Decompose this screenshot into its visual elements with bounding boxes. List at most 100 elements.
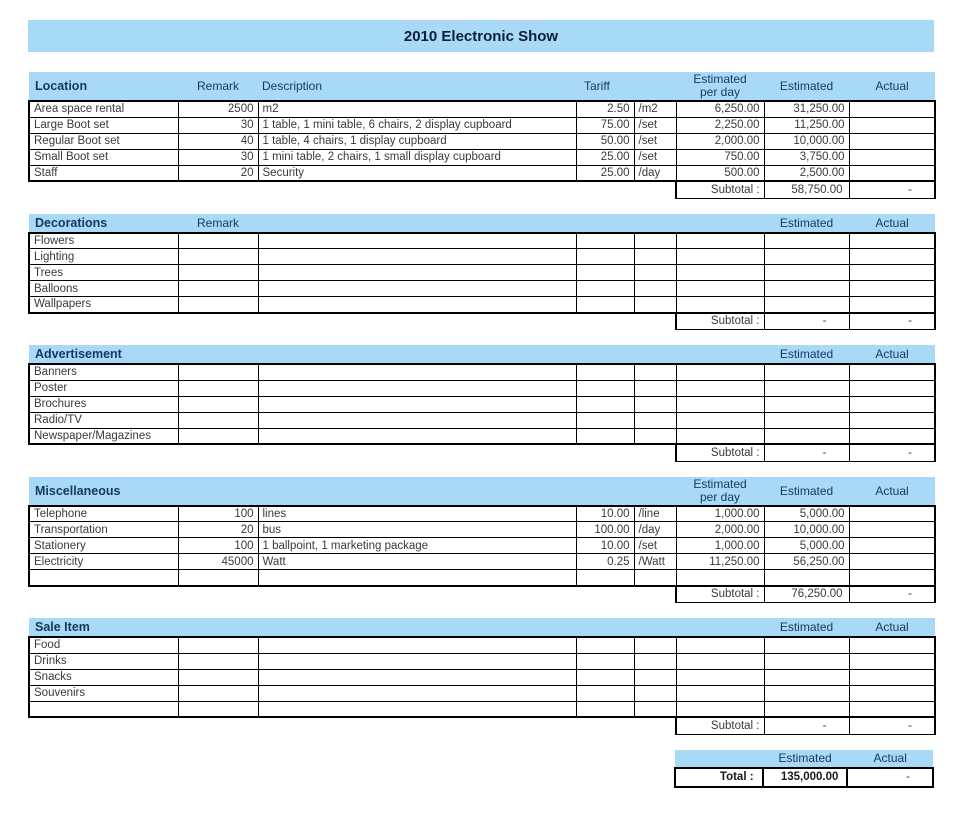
subtotal-actual-value: - xyxy=(848,585,936,603)
table-cell xyxy=(763,652,850,670)
section-sale-item: Sale Item Estimated Actual Food Drinks Snacks… xyxy=(28,618,936,735)
table-cell xyxy=(633,232,677,249)
table-cell xyxy=(575,264,635,281)
table-cell xyxy=(763,363,850,381)
table-cell: 2,000.00 xyxy=(675,521,765,538)
table-cell xyxy=(675,232,765,249)
table-cell: Lighting xyxy=(28,248,179,265)
subtotal-spacer xyxy=(29,586,676,603)
table-cell xyxy=(177,427,259,445)
table-row: Small Boot set 30 1 mini table, 2 chairs, … xyxy=(28,148,936,166)
table-cell: Electricity xyxy=(28,553,179,570)
table-cell xyxy=(763,700,850,718)
section-title: Advertisement xyxy=(29,345,178,365)
table-cell xyxy=(675,668,765,686)
section-title: Decorations xyxy=(29,213,178,234)
table-cell xyxy=(177,363,259,381)
column-header-tariff xyxy=(576,213,676,234)
table-cell xyxy=(763,569,850,586)
table-cell xyxy=(675,411,765,429)
subtotal-actual-value: - xyxy=(848,312,936,330)
table-cell xyxy=(633,652,677,670)
table-cell xyxy=(848,636,936,654)
table-cell: /Watt xyxy=(633,553,677,570)
total-actual-header: Actual xyxy=(847,749,933,768)
table-cell xyxy=(763,427,850,445)
table-cell xyxy=(633,395,677,413)
table-cell xyxy=(257,248,577,265)
subtotal-row: Subtotal :-- xyxy=(29,716,936,735)
table-cell xyxy=(28,700,179,718)
table-cell: /day xyxy=(633,521,677,538)
section-header-band: Decorations Remark Estimated Actual xyxy=(29,213,935,234)
table-cell xyxy=(257,363,577,381)
column-header-estimated-per-day: Estimated per day xyxy=(676,476,764,507)
subtotal-row: Subtotal :-- xyxy=(29,312,936,330)
table-cell: 20 xyxy=(177,164,259,182)
table-cell xyxy=(848,132,936,150)
table-row: Balloons xyxy=(28,280,936,297)
table-cell xyxy=(633,264,677,281)
section-header-band: Sale Item Estimated Actual xyxy=(29,618,935,638)
table-cell: Telephone xyxy=(28,505,179,522)
table-cell xyxy=(257,395,577,413)
table-cell xyxy=(633,411,677,429)
table-cell: 2,000.00 xyxy=(675,132,765,150)
table-cell xyxy=(257,264,577,281)
table-cell: 100 xyxy=(177,537,259,554)
table-cell: bus xyxy=(257,521,577,538)
table-cell xyxy=(575,569,635,586)
table-cell: 30 xyxy=(177,148,259,166)
table-cell xyxy=(575,395,635,413)
column-header-estimated: Estimated xyxy=(764,476,849,507)
column-header-tariff xyxy=(576,618,676,638)
table-cell: Trees xyxy=(28,264,179,281)
table-cell xyxy=(763,280,850,297)
table-cell xyxy=(633,248,677,265)
table-cell xyxy=(848,280,936,297)
subtotal-spacer xyxy=(29,181,676,198)
table-cell xyxy=(848,652,936,670)
section-title: Sale Item xyxy=(29,618,178,638)
table-cell xyxy=(763,636,850,654)
table-row: Radio/TV xyxy=(28,411,936,429)
table-cell: Security xyxy=(257,164,577,182)
table-cell xyxy=(575,296,635,313)
table-row: Snacks xyxy=(28,668,936,686)
table-cell: 2.50 xyxy=(575,100,635,118)
table-cell xyxy=(848,248,936,265)
table-row: Electricity 45000 Watt 0.25/Watt 11,250.00 56… xyxy=(28,553,936,570)
table-cell xyxy=(763,232,850,249)
column-header-actual: Actual xyxy=(849,345,935,365)
subtotal-row: Subtotal :76,250.00- xyxy=(29,585,936,603)
table-cell xyxy=(177,379,259,397)
table-cell: 1,000.00 xyxy=(675,537,765,554)
table-cell xyxy=(177,280,259,297)
table-cell: 1 mini table, 2 chairs, 1 small display … xyxy=(257,148,577,166)
table-cell xyxy=(633,569,677,586)
subtotal-actual-value: - xyxy=(848,443,936,462)
table-cell xyxy=(763,411,850,429)
table-cell: 30 xyxy=(177,116,259,134)
table-cell xyxy=(257,232,577,249)
section-header-band: Miscellaneous Estimated per day Estimated A… xyxy=(29,476,935,507)
table-cell xyxy=(675,684,765,702)
total-estimated-header: Estimated xyxy=(762,749,848,768)
table-cell: /m2 xyxy=(633,100,677,118)
section-miscellaneous: Miscellaneous Estimated per day Estimated A… xyxy=(28,476,936,603)
table-cell: Newspaper/Magazines xyxy=(28,427,179,445)
subtotal-estimated-value: - xyxy=(763,312,850,330)
table-cell xyxy=(575,700,635,718)
column-header-remark xyxy=(178,476,258,507)
table-row: Regular Boot set 40 1 table, 4 chairs, 1 d… xyxy=(28,132,936,150)
column-header-description xyxy=(258,345,576,365)
table-cell: 40 xyxy=(177,132,259,150)
column-header-actual: Actual xyxy=(849,618,935,638)
budget-spreadsheet: 2010 Electronic Show Location Remark Descr… xyxy=(28,20,937,788)
table-cell xyxy=(257,427,577,445)
table-cell: 20 xyxy=(177,521,259,538)
table-cell: 3,750.00 xyxy=(763,148,850,166)
table-cell xyxy=(28,569,179,586)
table-cell xyxy=(177,569,259,586)
table-cell: /set xyxy=(633,537,677,554)
